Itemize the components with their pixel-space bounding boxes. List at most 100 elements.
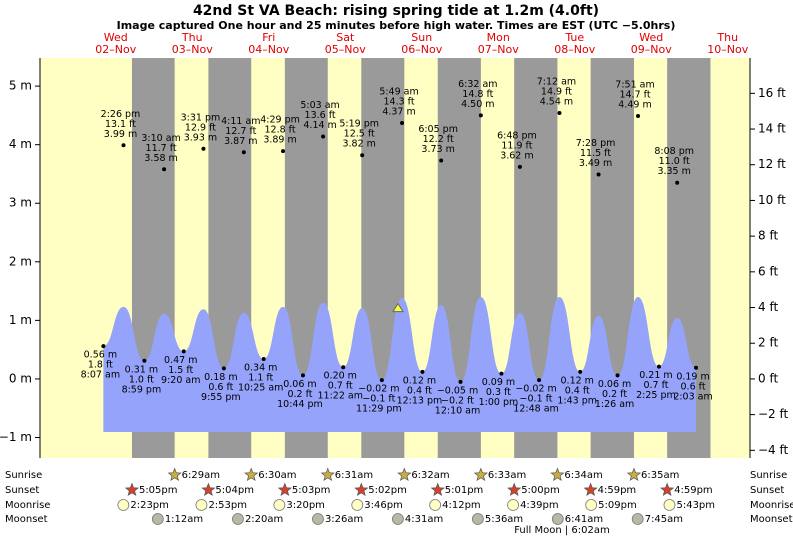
tide-time: 11:22 am <box>317 391 362 402</box>
sunrise-time: 6:33am <box>488 470 526 481</box>
sunset-time: 4:59pm <box>598 485 637 496</box>
tide-ft: 13.6 ft <box>305 110 336 121</box>
tide-point <box>694 365 699 370</box>
sunset-time: 5:01pm <box>445 485 484 496</box>
tide-time: 1:00 pm <box>479 397 519 408</box>
tide-ft: 11.0 ft <box>659 156 690 167</box>
tide-m: 0.12 m <box>403 375 436 386</box>
moonrise-time: 3:46pm <box>364 500 403 511</box>
row-label: Sunset <box>5 485 39 496</box>
sunrise-time: 6:32am <box>411 470 449 481</box>
tide-time: 8:08 pm <box>654 146 694 157</box>
row-label-right: Sunrise <box>750 470 787 481</box>
row-label: Moonrise <box>5 500 50 511</box>
tide-ft: 11.9 ft <box>501 140 532 151</box>
y2-tick-label: −2 ft <box>758 407 789 421</box>
tide-m: 0.21 m <box>639 370 672 381</box>
tide-time: 6:32 am <box>458 79 497 90</box>
moonrise-time: 4:12pm <box>442 500 481 511</box>
moonrise-time: 5:43pm <box>676 500 715 511</box>
tide-point <box>142 358 147 363</box>
sunrise-icon <box>550 467 565 482</box>
tide-m: 3.99 m <box>104 129 137 140</box>
sunset-time: 5:02pm <box>368 485 407 496</box>
day-name: Wed <box>639 31 663 44</box>
chart-title: 42nd St VA Beach: rising spring tide at … <box>193 3 599 19</box>
tide-ft: 14.9 ft <box>541 87 572 98</box>
sunset-icon <box>507 482 522 497</box>
tide-ft: −0.1 ft <box>520 394 553 405</box>
tide-point <box>656 364 661 369</box>
sunset-icon <box>124 482 140 497</box>
tide-point <box>261 357 266 362</box>
day-date: 04–Nov <box>248 43 289 56</box>
moonrise-icon <box>351 499 364 511</box>
tide-point <box>241 150 246 155</box>
tide-ft: 1.5 ft <box>168 365 193 376</box>
moonset-time: 1:12am <box>165 514 203 525</box>
tide-ft: 0.4 ft <box>565 385 590 396</box>
y2-tick-label: −4 ft <box>758 443 789 457</box>
tide-ft: 0.7 ft <box>643 380 668 391</box>
tide-ft: 11.7 ft <box>146 143 177 154</box>
tide-m: 3.93 m <box>184 132 217 143</box>
tide-ft: 12.2 ft <box>423 134 454 145</box>
tide-m: 3.62 m <box>500 150 533 161</box>
tide-time: 8:07 am <box>81 370 120 381</box>
day-name: Mon <box>487 31 510 44</box>
tide-time: 4:29 pm <box>260 115 300 126</box>
sunset-icon <box>430 482 445 497</box>
sunrise-icon <box>167 467 182 482</box>
tide-m: 0.12 m <box>561 375 594 386</box>
day-date: 10–Nov <box>707 43 748 56</box>
tide-point <box>578 369 583 374</box>
tide-point <box>517 164 522 169</box>
y2-tick-label: 2 ft <box>758 336 778 350</box>
sunset-icon <box>583 482 598 497</box>
tide-time: 2:25 pm <box>636 390 676 401</box>
tide-m: 3.89 m <box>263 135 296 146</box>
sunrise-icon <box>473 467 488 482</box>
y2-tick-label: 14 ft <box>758 122 786 136</box>
y-tick-label: 1 m <box>9 313 32 327</box>
tide-point <box>615 373 620 378</box>
tide-ft: 0.2 ft <box>602 389 627 400</box>
sunset-time: 5:03pm <box>292 485 331 496</box>
sunset-icon <box>201 482 216 497</box>
moonset-icon <box>631 513 644 525</box>
now-marker <box>392 302 404 313</box>
tide-ft: 1.1 ft <box>248 373 273 384</box>
tide-ft: 1.8 ft <box>88 360 113 371</box>
tide-point <box>321 134 326 139</box>
y2-tick-label: 4 ft <box>758 300 778 314</box>
tide-m: 4.49 m <box>618 99 651 110</box>
y2-tick-label: 12 ft <box>758 157 786 171</box>
tide-point <box>300 373 305 378</box>
sunset-icon <box>660 482 675 497</box>
y-tick-label: 2 m <box>9 254 32 268</box>
y2-tick-label: 16 ft <box>758 86 786 100</box>
tide-time: 1:26 am <box>595 399 634 410</box>
tide-point <box>162 167 167 172</box>
tide-ft: 13.1 ft <box>105 119 136 130</box>
tide-ft: −0.1 ft <box>362 394 395 405</box>
moonrise-icon <box>117 499 130 511</box>
y-tick-label: −1 m <box>0 430 32 444</box>
tide-m: −0.05 m <box>437 385 478 396</box>
tide-ft: 14.7 ft <box>619 89 650 100</box>
tide-point <box>121 143 126 148</box>
tide-m: 4.50 m <box>461 99 494 110</box>
tide-time: 12:13 pm <box>397 395 443 406</box>
moonset-time: 7:45am <box>645 514 683 525</box>
row-label-right: Moonset <box>750 514 793 525</box>
tide-time: 5:19 pm <box>339 119 379 130</box>
tide-time: 9:20 am <box>161 375 200 386</box>
sunrise-time: 6:34am <box>564 470 602 481</box>
tide-point <box>221 366 226 371</box>
sunset-time: 5:05pm <box>139 485 178 496</box>
tide-m: 4.14 m <box>303 120 336 131</box>
tide-point <box>101 344 106 349</box>
moonrise-time: 3:20pm <box>286 500 325 511</box>
y-tick-label: 0 m <box>9 371 32 385</box>
